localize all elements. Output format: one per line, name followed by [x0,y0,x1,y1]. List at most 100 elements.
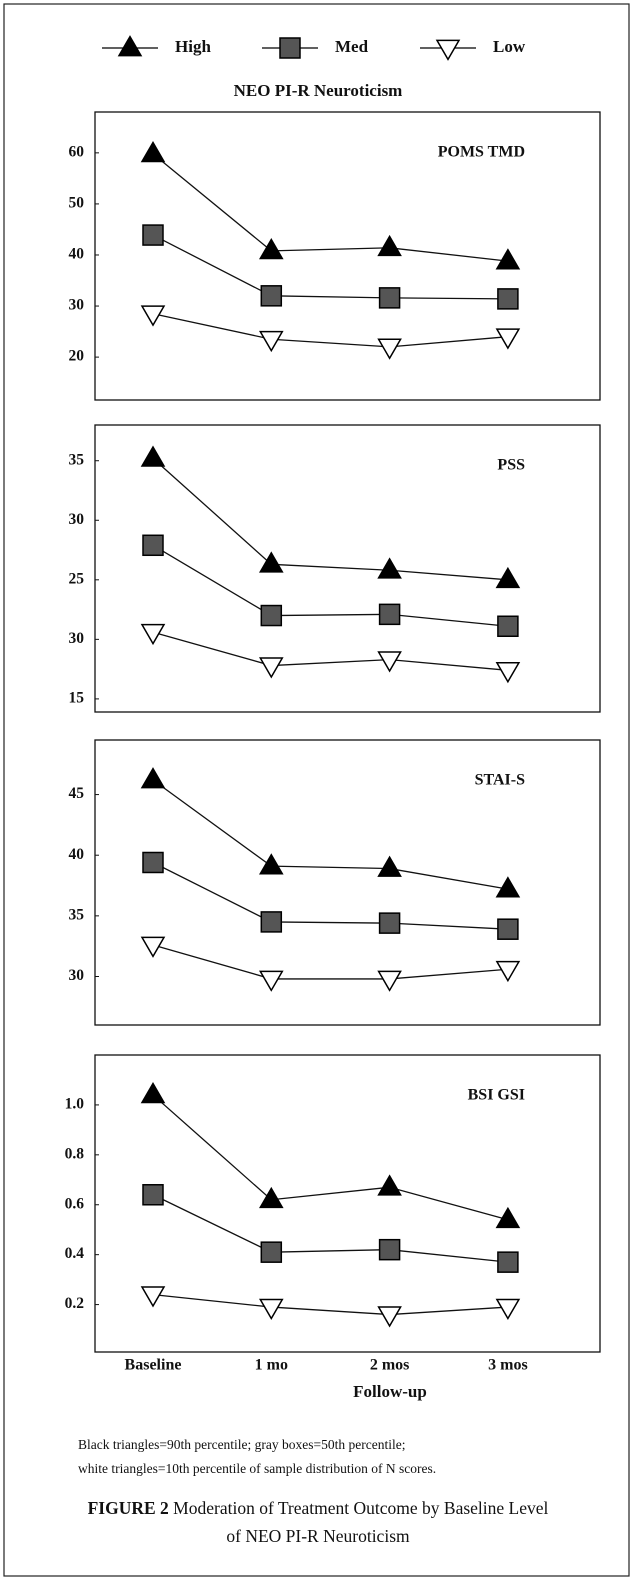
y-tick-label: 15 [69,689,85,706]
y-tick-label: 40 [69,846,85,863]
series-line [152,153,508,262]
marker-triangle-up [377,557,402,579]
series-line [152,544,508,627]
y-tick-label: 20 [69,348,85,365]
marker-triangle-up [140,140,166,163]
marker-triangle-down [140,623,166,646]
series-line [152,1194,508,1263]
figure-frame [3,3,630,1577]
marker-triangle-up [140,445,166,467]
y-tick-label: 30 [69,297,85,314]
marker-square [142,534,164,557]
marker-triangle-down [258,330,284,353]
x-tick-label: 3 mos [488,1357,528,1374]
marker-square [260,1241,283,1263]
marker-triangle-down [495,1298,521,1320]
caption-line: of NEO PI-R Neuroticism [226,1526,410,1546]
caption-label: FIGURE 2 [88,1498,169,1518]
marker-triangle-up [117,35,143,57]
plot-frame [94,111,601,401]
marker-triangle-down [258,657,284,679]
marker-triangle-up [258,551,284,573]
y-tick-label: 25 [69,570,85,587]
plot-frame [94,1054,601,1353]
marker-triangle-up [140,1082,166,1104]
marker-square [378,912,401,934]
marker-triangle-down [495,661,521,684]
marker-square [260,604,283,627]
figure-title: NEO PI-R Neuroticism [234,81,403,100]
y-tick-label: 35 [69,906,85,923]
series-line [152,779,509,890]
y-tick-label: 40 [69,246,85,263]
marker-square [378,603,401,626]
marker-triangle-down [435,39,461,61]
panel-title: PSS [497,457,525,474]
marker-triangle-up [495,248,521,270]
marker-square [497,615,519,638]
marker-triangle-down [377,970,402,992]
plot-frame [94,739,601,1026]
y-tick-label: 30 [69,630,85,647]
marker-square [142,851,164,874]
legend-label: High [175,37,211,56]
series-line [152,1293,508,1316]
marker-triangle-down [377,1306,402,1328]
x-tick-label: 1 mo [255,1357,288,1374]
marker-triangle-up [140,767,166,789]
note-line: Black triangles=90th percentile; gray bo… [78,1437,406,1452]
x-tick-label: Baseline [125,1357,182,1374]
marker-triangle-up [377,855,402,877]
marker-triangle-down [377,338,402,360]
marker-triangle-down [495,328,521,350]
marker-triangle-up [258,237,284,260]
y-tick-label: 1.0 [65,1095,85,1112]
panel-title: POMS TMD [438,144,525,161]
marker-triangle-down [140,1286,166,1308]
legend-label: Med [335,37,369,56]
series-line [152,861,508,930]
marker-triangle-down [258,1298,284,1320]
series-line [152,313,508,348]
panel-title: BSI GSI [468,1087,525,1104]
marker-square [279,37,301,59]
series-line [152,944,508,980]
y-tick-label: 30 [69,511,85,528]
series-line [152,1094,509,1221]
marker-square [142,1184,164,1206]
caption-text: Moderation of Treatment Outcome by Basel… [173,1498,548,1518]
plot-frame [94,424,601,713]
marker-triangle-down [377,651,402,673]
x-tick-label: 2 mos [370,1357,410,1374]
marker-triangle-up [495,566,521,589]
series-line [152,457,508,581]
x-axis-label: Follow-up [353,1382,427,1401]
marker-triangle-up [258,853,284,875]
legend-label: Low [493,37,526,56]
marker-square [142,224,164,246]
y-tick-label: 45 [69,785,85,802]
marker-triangle-up [377,234,402,257]
marker-triangle-down [140,305,166,327]
y-tick-label: 35 [69,451,85,468]
marker-square [497,918,519,940]
marker-triangle-down [258,970,284,992]
y-tick-label: 0.4 [65,1245,85,1262]
panel-title: STAI-S [475,772,525,789]
marker-triangle-up [258,1186,284,1209]
marker-square [497,288,519,310]
y-tick-label: 30 [69,967,85,984]
marker-square [497,1251,519,1273]
y-tick-label: 60 [69,143,85,160]
marker-square [378,287,401,309]
note-line: white triangles=10th percentile of sampl… [78,1461,436,1476]
y-tick-label: 0.8 [65,1145,85,1162]
marker-square [260,285,283,307]
y-tick-label: 0.2 [65,1295,85,1312]
marker-triangle-up [377,1174,402,1196]
marker-square [378,1238,401,1261]
marker-square [260,911,283,933]
series-line [152,234,508,300]
